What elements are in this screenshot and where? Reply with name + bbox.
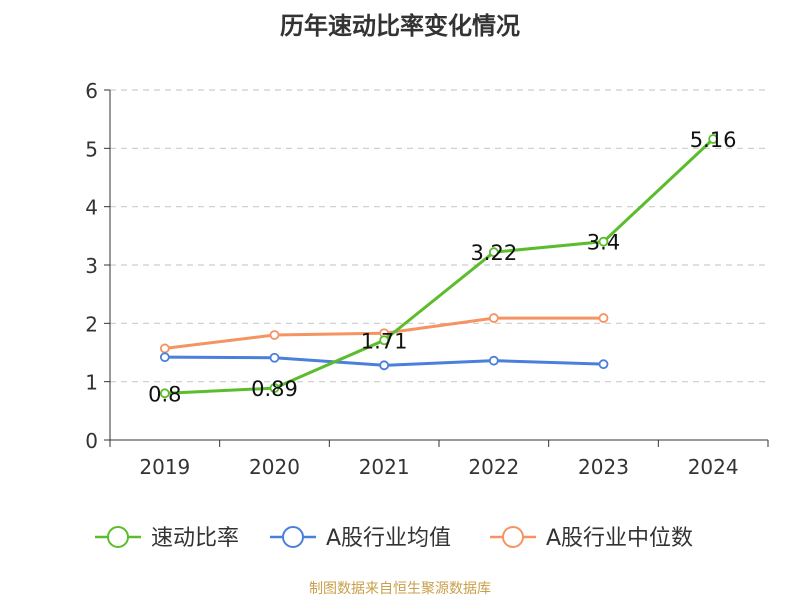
data-point [269,352,280,363]
x-tick-label: 2019 [139,455,190,479]
data-point [488,313,499,323]
data-label: 3.4 [587,231,620,255]
grid-lines [110,89,768,383]
x-tick-label: 2020 [249,455,300,479]
data-label: 0.8 [148,382,181,406]
data-label: 3.22 [470,241,517,265]
data-point [598,313,609,323]
data-point [379,360,390,371]
series-line [164,137,715,395]
legend-marker [107,526,129,548]
series-lines [159,134,719,399]
source-note: 制图数据来自恒生聚源数据库 [309,581,491,597]
data-point [598,359,609,370]
data-point [708,134,719,144]
data-point [269,330,280,340]
legend-label: 速动比率 [151,526,239,551]
legend-marker [502,526,524,548]
y-tick-label: 0 [85,429,98,453]
data-point [159,343,170,354]
x-tick-label: 2021 [359,455,410,479]
axes: 0 1 2 3 4 5 6 2019 2020 2021 2022 2023 2024 [85,79,769,479]
y-tick-label: 3 [85,254,98,278]
data-label: 5.16 [690,128,737,152]
data-point [598,236,609,247]
x-tick-label: 2022 [468,455,519,479]
legend-label: A股行业中位数 [546,526,693,551]
y-tick-label: 2 [85,312,98,336]
data-point [269,383,280,393]
legend-marker [282,526,304,548]
data-point [159,388,170,399]
legend: 速动比率 A股行业均值 A股行业中位数 [95,526,693,551]
data-point [159,352,170,363]
data-point [488,355,499,366]
legend-label: A股行业均值 [326,526,451,551]
x-tick-label: 2023 [578,455,629,479]
data-point [488,247,499,258]
y-tick-label: 6 [85,79,98,103]
data-label: 0.89 [251,377,298,401]
y-tick-label: 4 [85,196,98,220]
data-labels: 0.8 0.89 1.71 3.22 3.4 5.16 [148,128,736,406]
data-point [379,335,390,346]
y-tick-label: 1 [85,371,98,395]
data-label: 1.71 [361,329,408,353]
y-tick-label: 5 [85,137,98,161]
x-tick-label: 2024 [688,455,739,479]
chart-title: 历年速动比率变化情况 [280,12,520,40]
